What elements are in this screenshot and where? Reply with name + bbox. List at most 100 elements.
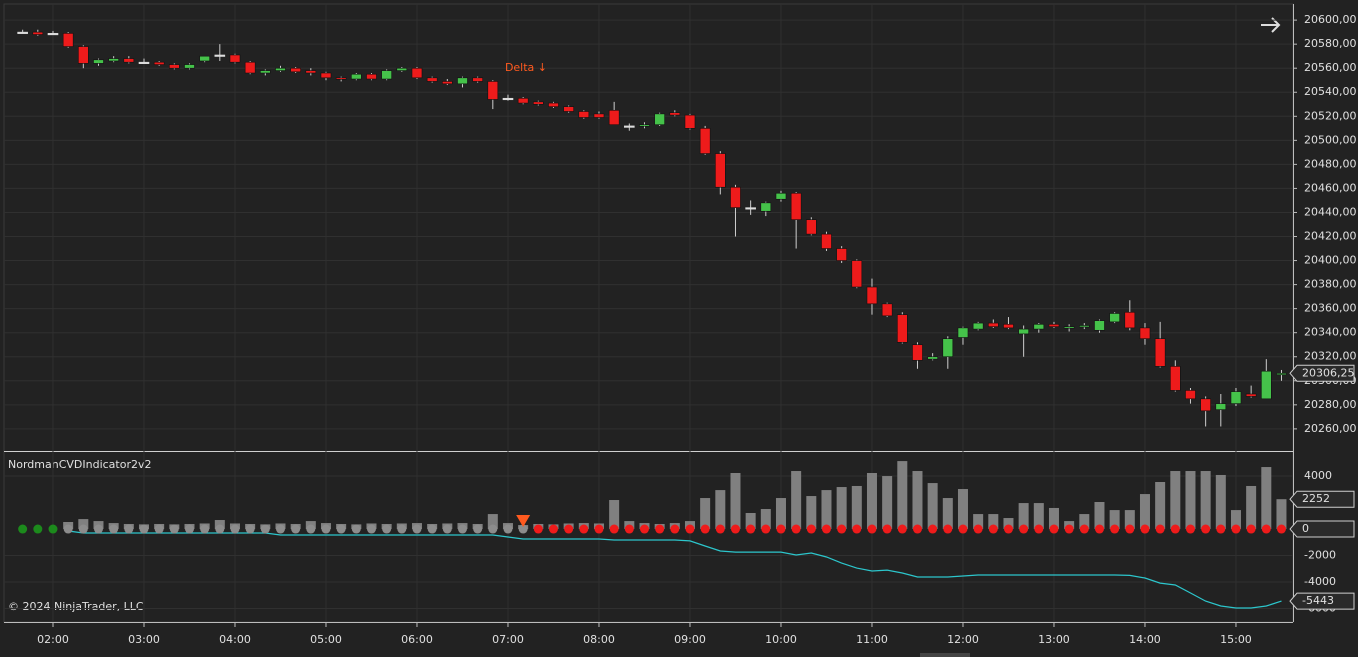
- signal-dot: [109, 524, 119, 534]
- signal-dot: [761, 524, 771, 534]
- candle-body: [942, 338, 954, 358]
- candle-body: [897, 314, 908, 343]
- candle-body: [17, 31, 28, 34]
- candle-body: [1276, 372, 1287, 376]
- signal-dot: [488, 524, 498, 534]
- x-tick-label: 10:00: [765, 633, 797, 646]
- candle-body: [1048, 323, 1060, 327]
- signal-last-label-box: [1289, 520, 1355, 538]
- signal-dot: [275, 524, 285, 534]
- y-tick-label: 20600,00: [1304, 13, 1357, 26]
- x-tick-label: 02:00: [37, 633, 69, 646]
- histogram-bar: [730, 472, 741, 530]
- candle-body: [760, 202, 772, 212]
- annotation: Delta ↓: [505, 61, 547, 74]
- candle-body: [730, 186, 741, 208]
- candle-body: [1018, 328, 1029, 335]
- histogram-bar: [1094, 502, 1105, 530]
- signal-dot: [1079, 524, 1089, 534]
- x-tick-label: 11:00: [856, 633, 888, 646]
- copyright: © 2024 NinjaTrader, LLC: [8, 600, 144, 613]
- candle-body: [487, 81, 499, 100]
- signal-dot: [1276, 524, 1286, 534]
- signal-dot: [700, 524, 710, 534]
- line-last-label: -5443: [1302, 594, 1334, 607]
- signal-dot: [154, 524, 164, 534]
- signal-dot: [1064, 524, 1074, 534]
- signal-dot: [1034, 524, 1044, 534]
- candle-body: [1245, 393, 1257, 397]
- candle-body: [548, 102, 559, 107]
- signal-dot: [503, 524, 513, 534]
- candle-body: [275, 67, 286, 71]
- signal-last-label: 0: [1302, 522, 1309, 535]
- histogram-bar: [1246, 485, 1257, 530]
- candle-body: [1063, 326, 1075, 329]
- y-tick-label: 20580,00: [1304, 37, 1357, 50]
- histogram-bar: [1048, 507, 1059, 530]
- signal-dot: [200, 524, 210, 534]
- signal-dot: [412, 524, 422, 534]
- signal-dot: [63, 524, 73, 534]
- y-tick-label: 20400,00: [1304, 254, 1357, 267]
- signal-dot: [215, 524, 225, 534]
- histogram-bar: [791, 471, 802, 530]
- x-tick-label: 14:00: [1129, 633, 1161, 646]
- candle-body: [47, 33, 59, 36]
- signal-dot: [852, 524, 862, 534]
- histogram-bar: [1185, 471, 1196, 530]
- candle-body: [1154, 338, 1166, 367]
- signal-dot: [579, 524, 589, 534]
- signal-dot: [533, 524, 543, 534]
- signal-dot: [958, 524, 968, 534]
- indicator-title: NordmanCVDIndicator2v2: [8, 458, 152, 471]
- histogram-bar: [1155, 482, 1166, 530]
- signal-dot: [594, 524, 604, 534]
- signal-dot: [18, 524, 28, 534]
- histogram-bar: [1200, 471, 1211, 530]
- histogram-bar: [927, 483, 938, 530]
- candle-body: [533, 101, 544, 105]
- x-tick-label: 06:00: [401, 633, 433, 646]
- histogram-bar: [1003, 518, 1014, 530]
- line-last-label-box: [1289, 592, 1355, 610]
- y-tick-label: 20340,00: [1304, 326, 1357, 339]
- signal-dot: [518, 524, 528, 534]
- y-tick-label: 20540,00: [1304, 85, 1357, 98]
- signal-dot: [321, 524, 331, 534]
- signal-dot: [336, 524, 346, 534]
- histogram-bar: [821, 490, 832, 530]
- histogram-bar: [988, 514, 999, 530]
- candle-body: [821, 233, 832, 249]
- signal-dot: [78, 524, 88, 534]
- candle-body: [1033, 323, 1045, 330]
- y-tick-label: 20440,00: [1304, 205, 1357, 218]
- signal-dot: [746, 524, 756, 534]
- candle-body: [260, 70, 271, 74]
- histogram-bar: [1109, 510, 1120, 530]
- plot-frame: [3, 3, 1294, 623]
- signal-dot: [124, 524, 134, 534]
- candle-body: [775, 192, 787, 200]
- y-tick-label: 20560,00: [1304, 61, 1357, 74]
- signal-dot: [457, 524, 467, 534]
- x-tick-label: 08:00: [583, 633, 615, 646]
- signal-dot: [973, 524, 983, 534]
- candle-body: [836, 248, 847, 261]
- candle-body: [1170, 366, 1181, 391]
- candle-body: [290, 67, 301, 73]
- candle-body: [684, 114, 696, 129]
- scrollbar[interactable]: [920, 653, 970, 657]
- signal-dot: [1216, 524, 1226, 534]
- y-tick-label: -2000: [1304, 549, 1336, 562]
- signal-dot: [548, 524, 558, 534]
- candle-body: [244, 61, 256, 74]
- candle-body: [396, 67, 408, 71]
- candle-body: [426, 77, 438, 82]
- histogram-bar: [760, 509, 771, 530]
- signal-dot: [776, 524, 786, 534]
- histogram-bar: [912, 471, 923, 530]
- candle-body: [411, 67, 423, 79]
- y-tick-label: 4000: [1304, 469, 1332, 482]
